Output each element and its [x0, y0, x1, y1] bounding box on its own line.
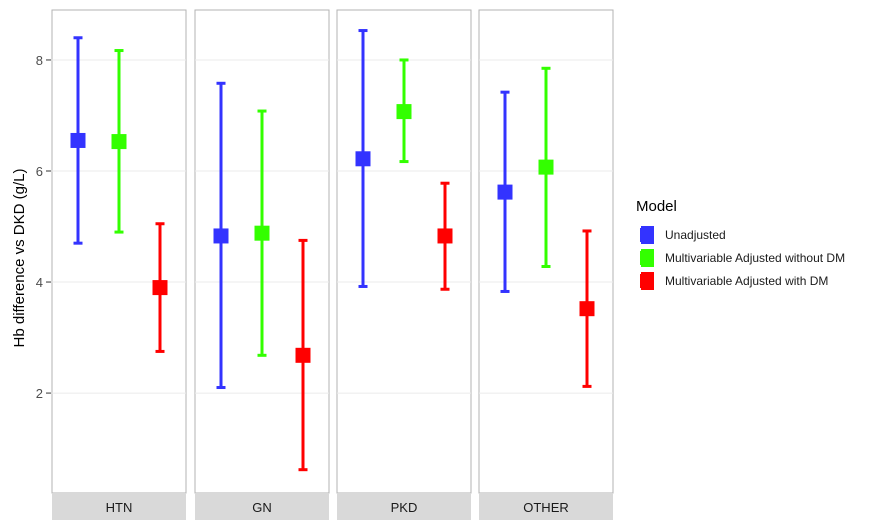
- legend-key-square: [640, 227, 654, 242]
- legend-key-cap: [641, 248, 654, 252]
- estimate-point: [213, 228, 229, 244]
- y-axis-tick-label: 4: [36, 275, 43, 290]
- facet-panel-gn: GN: [194, 9, 330, 520]
- legend-label-unadjusted: Unadjusted: [665, 227, 726, 242]
- legend-key-cap: [641, 286, 654, 290]
- error-bar-htn-2: [111, 49, 127, 234]
- y-axis-tick-label: 8: [36, 53, 43, 68]
- error-bar-gn-2: [254, 109, 270, 357]
- error-bar-gn-1: [213, 81, 229, 390]
- y-axis-tick-label: 2: [36, 386, 43, 401]
- facet-panel-htn: HTN: [51, 9, 187, 520]
- facet-panel-other: OTHER: [478, 9, 614, 520]
- legend-key-square: [640, 273, 654, 288]
- estimate-point: [70, 132, 86, 148]
- facet-strip: [52, 493, 186, 520]
- legend-label-adjusted-with-dm: Multivariable Adjusted with DM: [665, 273, 829, 288]
- legend-key-cap: [641, 225, 654, 229]
- facet-label: HTN: [106, 500, 133, 515]
- error-bar-pkd-2: [396, 58, 412, 164]
- error-bar-other-2: [538, 66, 554, 268]
- facet-label: PKD: [391, 500, 418, 515]
- y-axis-tick-label: 6: [36, 164, 43, 179]
- legend-item-adjusted-with-dm: Multivariable Adjusted with DM: [636, 269, 845, 292]
- estimate-point: [396, 104, 412, 120]
- legend-key-cap: [641, 240, 654, 244]
- estimate-point: [579, 301, 595, 317]
- estimate-point: [437, 228, 453, 244]
- error-bar-htn-3: [152, 222, 168, 353]
- estimate-point: [355, 151, 371, 167]
- facet-strip: [479, 493, 613, 520]
- legend-title: Model: [636, 198, 677, 215]
- legend-key-unadjusted: [636, 224, 658, 246]
- legend-key-square: [640, 250, 654, 265]
- estimate-point: [111, 134, 127, 150]
- legend-key-adjusted-without-dm: [636, 247, 658, 269]
- error-bar-other-3: [579, 229, 595, 388]
- legend-label-adjusted-without-dm: Multivariable Adjusted without DM: [665, 250, 846, 265]
- error-bar-pkd-3: [437, 181, 453, 291]
- error-bar-gn-3: [295, 238, 311, 472]
- facet-strip: [337, 493, 471, 520]
- legend-key-cap: [641, 263, 654, 267]
- y-axis-label: Hb difference vs DKD (g/L): [11, 169, 28, 348]
- error-bar-other-1: [497, 90, 513, 293]
- facet-panel-pkd: PKD: [336, 9, 472, 520]
- estimate-point: [295, 347, 311, 363]
- legend: Model Unadjusted Multivariable Adjusted …: [636, 198, 845, 292]
- legend-key-cap: [641, 271, 654, 275]
- error-bar-htn-1: [70, 36, 86, 245]
- estimate-point: [538, 159, 554, 175]
- facet-strip: [195, 493, 329, 520]
- estimate-point: [497, 184, 513, 200]
- estimate-point: [152, 280, 168, 296]
- error-bar-pkd-1: [355, 29, 371, 288]
- facet-label: GN: [252, 500, 272, 515]
- legend-item-adjusted-without-dm: Multivariable Adjusted without DM: [636, 246, 845, 269]
- legend-key-adjusted-with-dm: [636, 270, 658, 292]
- estimate-point: [254, 225, 270, 241]
- facet-label: OTHER: [523, 500, 569, 515]
- legend-item-unadjusted: Unadjusted: [636, 223, 845, 246]
